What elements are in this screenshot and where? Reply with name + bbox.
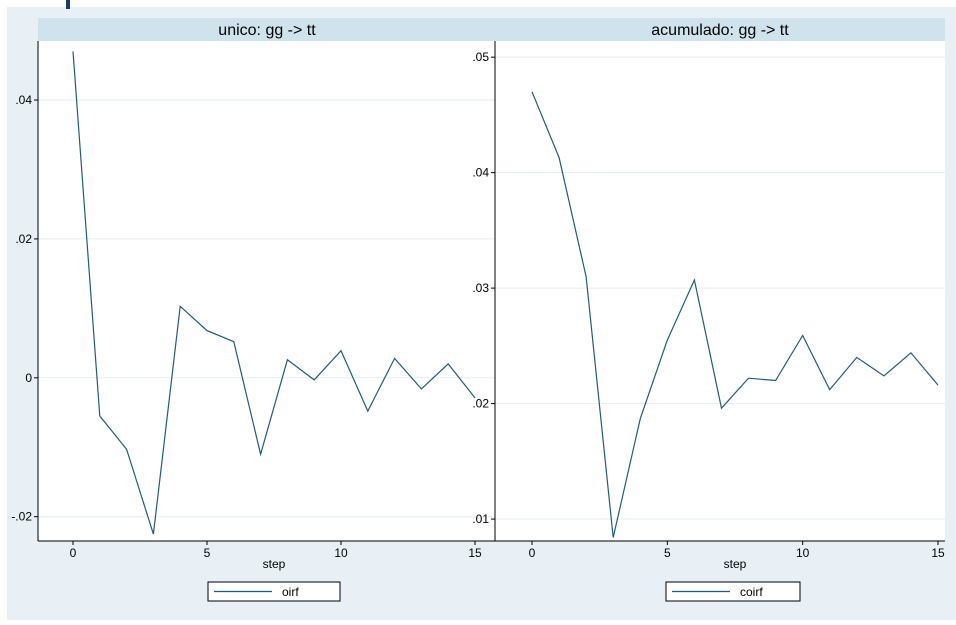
x-tick-label: 15 [468, 546, 482, 560]
x-tick-label: 0 [529, 546, 536, 560]
y-tick-label: -.02 [11, 510, 32, 524]
y-tick-label: .03 [472, 281, 489, 295]
panel-title: acumulado: gg -> tt [651, 22, 789, 39]
plot-area [38, 41, 496, 541]
x-tick-label: 0 [70, 546, 77, 560]
chart-panel-1: unico: gg -> tt -.02 0 .02 .04 0 5 10 15 step oirf [11, 18, 496, 601]
corner-marker [66, 0, 70, 9]
y-tick-label: 0 [25, 371, 32, 385]
legend: oirf [208, 582, 340, 601]
legend-label: oirf [282, 585, 299, 599]
y-tick-label: .04 [15, 93, 32, 107]
legend-label: coirf [740, 585, 763, 599]
x-tick-label: 5 [204, 546, 211, 560]
y-tick-label: .02 [15, 232, 32, 246]
y-tick-label: .04 [472, 166, 489, 180]
x-tick-label: 10 [334, 546, 348, 560]
x-axis-label: step [263, 557, 286, 571]
panel-title: unico: gg -> tt [218, 22, 316, 39]
x-tick-label: 15 [931, 546, 945, 560]
legend: coirf [666, 582, 800, 601]
chart-panel-2: acumulado: gg -> tt .01 .02 .03 .04 .05 0 5 10 15… [472, 18, 945, 601]
plot-area [495, 41, 945, 541]
x-tick-label: 5 [664, 546, 671, 560]
y-tick-label: .01 [472, 512, 489, 526]
x-tick-label: 10 [796, 546, 810, 560]
y-tick-label: .05 [472, 50, 489, 64]
x-axis-label: step [724, 557, 747, 571]
y-tick-label: .02 [472, 397, 489, 411]
